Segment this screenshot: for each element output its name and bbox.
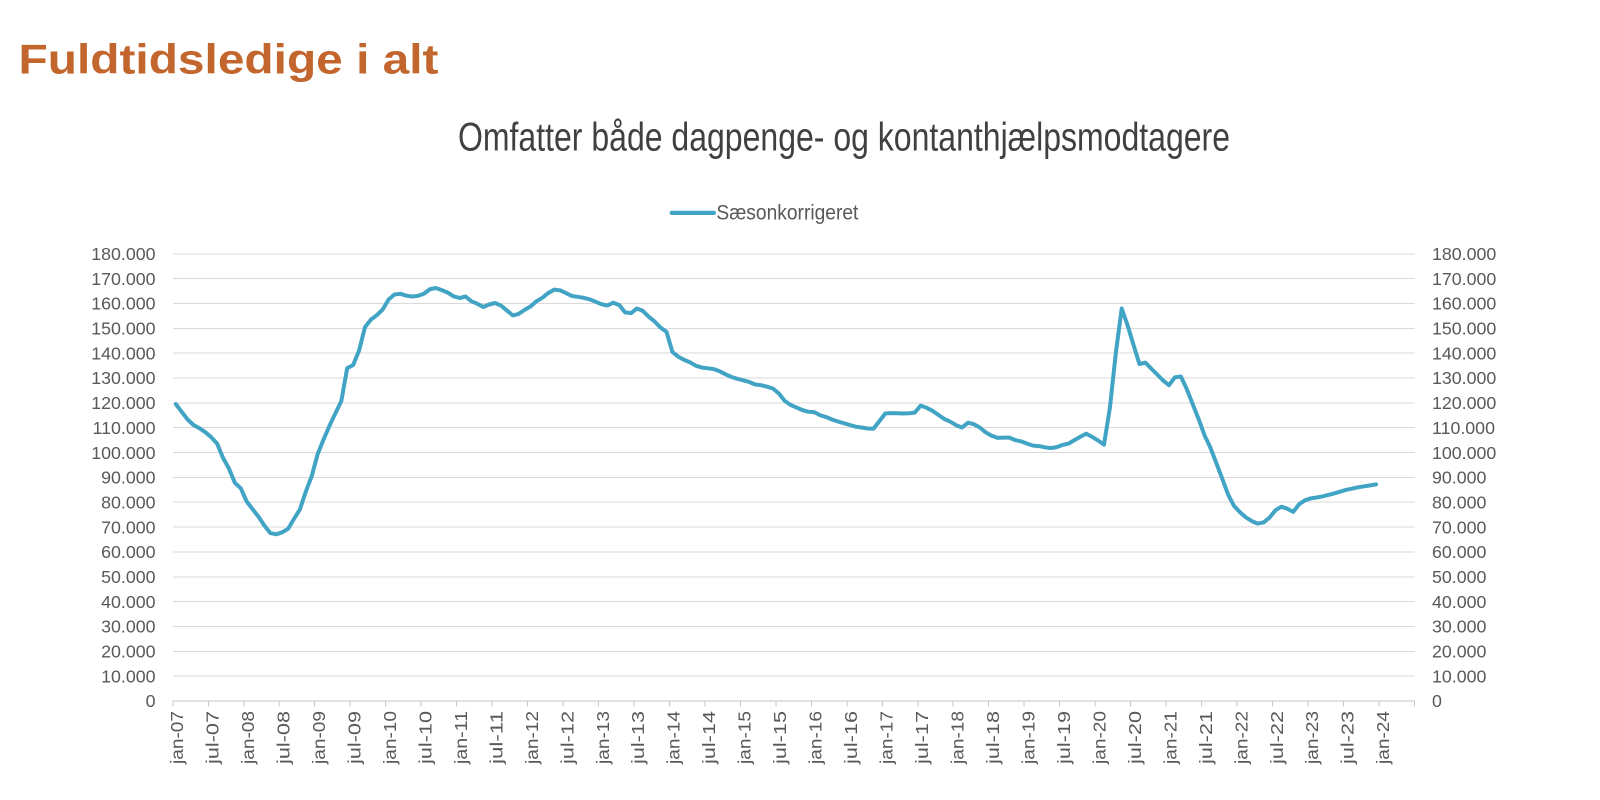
svg-text:160.000: 160.000 [91, 294, 155, 314]
svg-text:150.000: 150.000 [1432, 319, 1496, 339]
svg-text:jul-17: jul-17 [912, 711, 932, 765]
svg-text:70.000: 70.000 [1432, 517, 1486, 537]
svg-text:110.000: 110.000 [1432, 418, 1495, 438]
svg-text:jul-18: jul-18 [983, 711, 1003, 765]
svg-text:jan-12: jan-12 [522, 711, 542, 765]
svg-text:170.000: 170.000 [91, 269, 155, 289]
svg-text:jul-10: jul-10 [415, 711, 435, 765]
svg-text:jan-08: jan-08 [238, 711, 258, 765]
svg-text:jan-13: jan-13 [593, 711, 613, 765]
svg-text:jan-20: jan-20 [1089, 711, 1109, 765]
svg-text:180.000: 180.000 [91, 244, 155, 264]
svg-text:jan-14: jan-14 [664, 711, 684, 765]
svg-text:jan-21: jan-21 [1160, 711, 1180, 765]
svg-text:120.000: 120.000 [91, 393, 155, 413]
svg-text:0: 0 [146, 691, 156, 711]
svg-text:130.000: 130.000 [1432, 368, 1496, 388]
svg-text:jul-21: jul-21 [1196, 711, 1216, 765]
svg-text:50.000: 50.000 [1432, 567, 1486, 587]
svg-text:jul-19: jul-19 [1054, 711, 1074, 765]
svg-text:80.000: 80.000 [101, 492, 155, 512]
svg-text:30.000: 30.000 [101, 617, 155, 637]
svg-text:110.000: 110.000 [93, 418, 156, 438]
svg-text:Fuldtidsledige i alt: Fuldtidsledige i alt [19, 36, 439, 83]
svg-text:90.000: 90.000 [101, 468, 155, 488]
svg-text:130.000: 130.000 [91, 368, 155, 388]
svg-text:40.000: 40.000 [1432, 592, 1486, 612]
svg-text:jan-23: jan-23 [1302, 711, 1322, 765]
svg-text:60.000: 60.000 [1432, 542, 1486, 562]
svg-text:jul-13: jul-13 [628, 711, 648, 765]
svg-text:jan-22: jan-22 [1231, 711, 1251, 765]
svg-text:0: 0 [1432, 691, 1442, 711]
svg-text:jan-16: jan-16 [806, 711, 826, 765]
svg-text:jul-16: jul-16 [841, 711, 861, 765]
svg-text:jul-08: jul-08 [273, 711, 293, 765]
svg-text:Omfatter både dagpenge- og kon: Omfatter både dagpenge- og kontanthjælps… [458, 116, 1230, 160]
svg-text:jul-20: jul-20 [1125, 711, 1145, 765]
svg-text:90.000: 90.000 [1432, 468, 1486, 488]
svg-text:160.000: 160.000 [1432, 294, 1496, 314]
svg-text:10.000: 10.000 [1432, 666, 1486, 686]
svg-text:140.000: 140.000 [1432, 343, 1496, 363]
svg-text:100.000: 100.000 [91, 443, 155, 463]
svg-text:jul-15: jul-15 [770, 711, 790, 765]
svg-text:jan-11: jan-11 [451, 711, 471, 765]
svg-text:jul-11: jul-11 [486, 711, 506, 765]
svg-text:50.000: 50.000 [101, 567, 155, 587]
svg-text:170.000: 170.000 [1432, 269, 1496, 289]
svg-text:140.000: 140.000 [91, 343, 155, 363]
svg-text:jan-09: jan-09 [309, 711, 329, 765]
svg-text:jul-07: jul-07 [203, 711, 223, 765]
svg-text:jan-24: jan-24 [1373, 711, 1393, 765]
svg-text:jul-14: jul-14 [699, 711, 719, 765]
svg-text:Sæsonkorrigeret: Sæsonkorrigeret [716, 200, 858, 224]
svg-text:30.000: 30.000 [1432, 617, 1486, 637]
svg-text:jan-15: jan-15 [735, 711, 755, 765]
svg-text:180.000: 180.000 [1432, 244, 1496, 264]
svg-text:20.000: 20.000 [1432, 642, 1486, 662]
svg-text:40.000: 40.000 [101, 592, 155, 612]
svg-text:80.000: 80.000 [1432, 492, 1486, 512]
svg-text:jan-18: jan-18 [947, 711, 967, 765]
svg-text:jul-23: jul-23 [1338, 711, 1358, 765]
svg-text:jan-19: jan-19 [1018, 711, 1038, 765]
svg-text:jan-07: jan-07 [167, 711, 187, 765]
svg-text:jul-09: jul-09 [344, 711, 364, 765]
svg-text:20.000: 20.000 [101, 642, 155, 662]
svg-text:jul-12: jul-12 [557, 711, 577, 765]
svg-text:120.000: 120.000 [1432, 393, 1496, 413]
svg-text:10.000: 10.000 [101, 666, 155, 686]
svg-text:100.000: 100.000 [1432, 443, 1496, 463]
svg-text:jan-17: jan-17 [877, 711, 897, 765]
svg-text:70.000: 70.000 [101, 517, 155, 537]
svg-text:jan-10: jan-10 [380, 711, 400, 765]
svg-text:150.000: 150.000 [91, 319, 155, 339]
svg-text:jul-22: jul-22 [1267, 711, 1287, 765]
svg-text:60.000: 60.000 [101, 542, 155, 562]
